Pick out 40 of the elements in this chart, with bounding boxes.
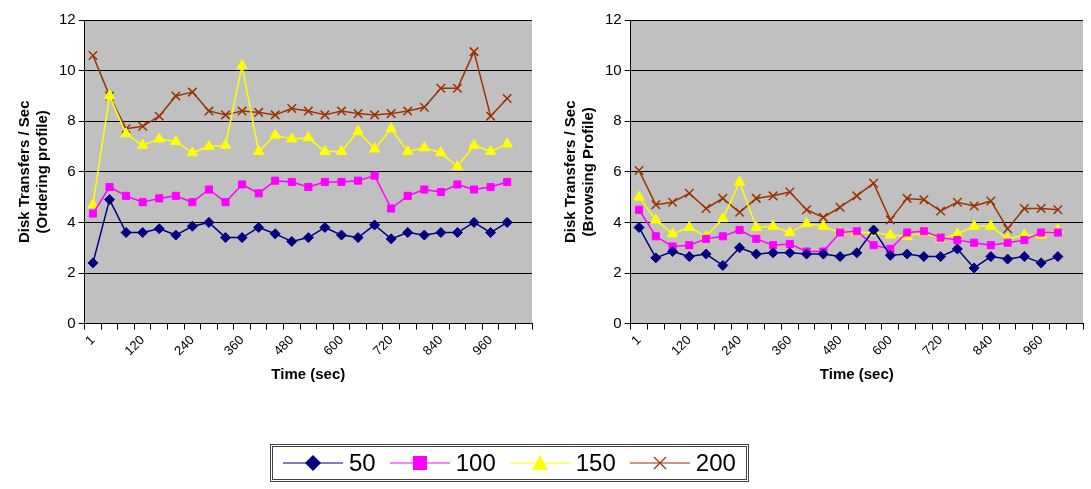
x-tick-label: 240 [718,332,745,359]
x-tick-label: 1 [81,332,98,348]
x-tick-label: 960 [1019,332,1046,359]
y-tick-label: 2 [67,263,76,281]
legend-label: 150 [575,449,616,477]
legend-label: 100 [455,449,496,477]
x-tick-label: 120 [121,332,148,359]
y-tick-label: 6 [67,161,76,179]
x-tick-label: 840 [419,332,446,359]
y-tick-label: 2 [613,263,622,281]
y-tick-label: 10 [59,60,76,78]
x-tick-label: 240 [171,332,198,359]
y-tick-label: 6 [613,161,622,179]
x-tick-label: 720 [919,332,946,359]
y-tick-label: 8 [613,111,622,129]
x-axis-title: Time (sec) [271,365,346,383]
x-tick-label: 600 [869,332,895,359]
y-tick-label: 12 [605,10,622,28]
x-tick-label: 720 [369,332,396,359]
legend-label: 200 [695,449,736,477]
x-tick-label: 360 [768,332,795,359]
x-tick-label: 1 [627,332,644,348]
x-tick-label: 480 [818,332,845,359]
x-axis-title: Time (sec) [819,365,894,383]
y-axis-title: Disk Transfers / Sec (Ordering profile) [15,100,51,244]
y-tick-label: 8 [67,111,76,129]
x-tick-label: 480 [270,332,297,359]
x-tick-label: 960 [469,332,496,359]
x-tick-label: 600 [320,332,347,359]
x-tick-label: 360 [220,332,247,359]
x-tick-label: 840 [969,332,996,359]
y-tick-label: 0 [613,313,622,331]
y-tick-label: 10 [605,60,622,78]
y-tick-label: 4 [613,212,622,230]
y-tick-label: 4 [67,212,76,230]
y-axis-title: Disk Transfers / Sec (Browsing Profile) [561,100,597,244]
y-tick-label: 0 [67,313,76,331]
y-tick-label: 12 [59,10,76,28]
x-tick-label: 120 [668,332,694,359]
legend-label: 50 [349,449,376,477]
